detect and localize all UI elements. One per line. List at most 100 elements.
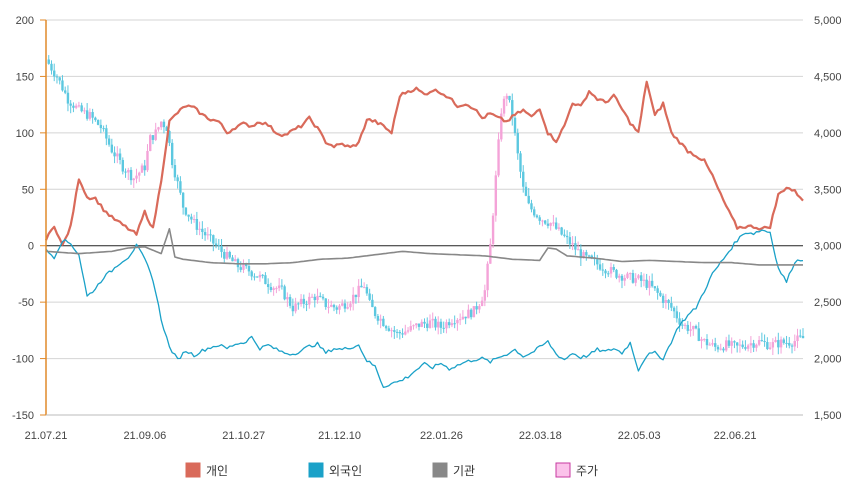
y-tick-left: -150: [12, 410, 34, 422]
candle: [497, 139, 500, 176]
candle: [116, 153, 119, 157]
candle: [305, 303, 308, 305]
candle: [91, 112, 94, 118]
candle: [365, 287, 369, 294]
y-tick-left: 0: [28, 241, 34, 253]
candle: [66, 92, 70, 104]
candle: [760, 340, 764, 342]
y-tick-right: 4,000: [814, 128, 842, 140]
candle: [530, 203, 533, 210]
candle: [146, 150, 149, 171]
candle: [266, 284, 270, 288]
candle: [190, 216, 193, 220]
candle: [779, 339, 783, 348]
y-tick-right: 5,000: [814, 15, 842, 27]
candle: [598, 264, 602, 270]
candle: [206, 234, 210, 236]
candle: [201, 228, 204, 233]
candle: [670, 303, 673, 308]
y-tick-left: 100: [16, 128, 34, 140]
candle: [390, 330, 393, 332]
candle: [324, 298, 327, 308]
candle: [179, 181, 182, 193]
candle: [785, 342, 788, 344]
candle: [217, 245, 220, 247]
candle: [716, 346, 720, 350]
candle: [607, 273, 610, 275]
legend-item[interactable]: 외국인: [308, 462, 362, 478]
candle: [138, 172, 141, 176]
legend-item[interactable]: 기관: [432, 462, 475, 478]
candle: [83, 110, 86, 112]
candle: [653, 286, 657, 289]
candle: [58, 77, 61, 81]
candle: [590, 255, 594, 259]
legend-swatch: [432, 462, 448, 478]
candle: [714, 343, 717, 347]
legend-item[interactable]: 주가: [555, 462, 598, 478]
candle: [53, 70, 56, 77]
candle: [664, 300, 668, 303]
candle: [55, 76, 59, 78]
candle: [456, 319, 459, 324]
candle: [675, 311, 679, 319]
candle: [228, 252, 231, 258]
candle: [258, 274, 262, 278]
candle: [700, 339, 703, 341]
candle: [483, 290, 487, 301]
candle: [637, 275, 640, 279]
candle: [77, 105, 81, 107]
candle: [127, 169, 130, 173]
candle: [656, 288, 659, 293]
candle: [107, 138, 111, 145]
candle: [697, 328, 700, 341]
candle: [681, 324, 684, 326]
candle: [409, 326, 412, 331]
legend-item[interactable]: 개인: [185, 462, 228, 478]
candle: [585, 252, 588, 256]
y-tick-left: 150: [16, 71, 34, 83]
candle: [801, 335, 805, 339]
y-tick-right: 3,500: [814, 184, 842, 196]
candle: [618, 275, 621, 278]
candle: [225, 252, 229, 259]
candle: [368, 293, 371, 300]
candle: [338, 305, 341, 310]
candle: [552, 222, 555, 224]
candle: [708, 344, 711, 346]
candle: [420, 321, 423, 327]
candle: [527, 195, 530, 204]
candle: [645, 279, 648, 288]
price-candles: [47, 55, 805, 356]
candle: [692, 325, 695, 330]
x-tick: 21.10.27: [222, 430, 265, 442]
legend-label: 주가: [576, 464, 598, 478]
candle: [738, 344, 742, 346]
candle: [162, 121, 166, 128]
series-line-기관: [45, 228, 803, 266]
candle: [563, 234, 566, 236]
candle: [382, 318, 385, 327]
candle: [165, 127, 168, 131]
candle: [735, 342, 739, 346]
candle: [505, 95, 508, 99]
candle: [749, 343, 753, 346]
legend[interactable]: 개인 외국인 기관 주가: [185, 462, 598, 478]
candle: [415, 323, 418, 326]
series-lines: [44, 80, 804, 389]
candle: [132, 178, 135, 181]
y-tick-right: 1,500: [814, 410, 842, 422]
candle: [212, 235, 215, 244]
candle: [508, 95, 511, 101]
candle: [80, 105, 83, 112]
candle: [799, 335, 802, 337]
candle: [560, 227, 563, 235]
candle: [469, 309, 473, 318]
y-tick-left: 50: [22, 184, 34, 196]
candle: [519, 153, 522, 172]
candle: [393, 330, 396, 332]
candle: [294, 303, 297, 312]
candle: [571, 243, 574, 245]
candle: [398, 331, 402, 334]
candle: [157, 127, 160, 130]
